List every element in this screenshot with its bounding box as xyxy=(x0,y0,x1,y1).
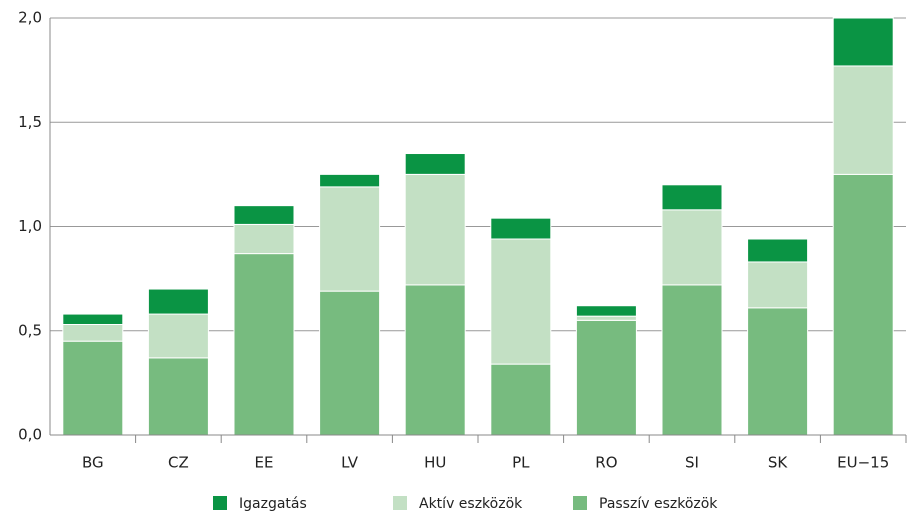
x-tick-label: LV xyxy=(341,454,359,472)
bar-segment xyxy=(319,290,381,436)
x-tick-label: EU−15 xyxy=(837,454,889,472)
legend-swatch xyxy=(573,496,587,510)
x-tick-label: PL xyxy=(512,454,530,472)
bar-segment xyxy=(575,319,637,436)
bar-segment xyxy=(62,323,124,342)
bar-segment xyxy=(832,173,894,436)
bar-segment xyxy=(233,223,295,255)
legend-label: Aktív eszközök xyxy=(419,496,523,512)
legend-swatch xyxy=(393,496,407,510)
legend-label: Igazgatás xyxy=(239,496,307,512)
bar-segment xyxy=(404,153,466,175)
bar-segment xyxy=(832,17,894,67)
legend-label: Passzív eszközök xyxy=(599,496,718,512)
bar-segment xyxy=(661,209,723,286)
bar-segment xyxy=(747,261,809,309)
bar-segment xyxy=(319,173,381,188)
y-tick-label: 2,0 xyxy=(18,9,42,27)
bar-segment xyxy=(575,305,637,317)
bar-segment xyxy=(62,313,124,325)
x-tick-label: BG xyxy=(82,454,104,472)
bar-segment xyxy=(490,238,552,365)
bar-segment xyxy=(147,288,209,315)
x-tick-label: SK xyxy=(768,454,789,472)
x-tick-label: RO xyxy=(595,454,617,472)
bar-segment xyxy=(747,238,809,263)
y-tick-label: 1,5 xyxy=(18,113,42,131)
bar-segment xyxy=(147,313,209,359)
legend-swatch xyxy=(213,496,227,510)
bar-segment xyxy=(490,217,552,240)
bar-segment xyxy=(233,253,295,436)
x-tick-label: CZ xyxy=(168,454,189,472)
y-tick-label: 0,5 xyxy=(18,321,42,339)
bar-segment xyxy=(832,65,894,175)
bar-segment xyxy=(404,173,466,286)
bar-segment xyxy=(319,186,381,292)
bar-segment xyxy=(233,205,295,225)
bar-segment xyxy=(490,363,552,436)
bar-segment xyxy=(747,307,809,436)
bar-segment xyxy=(62,340,124,436)
x-tick-label: HU xyxy=(424,454,446,472)
y-tick-label: 0,0 xyxy=(18,426,42,444)
x-tick-label: SI xyxy=(685,454,699,472)
bar-segment xyxy=(661,184,723,211)
bar-segment xyxy=(661,284,723,436)
x-tick-label: EE xyxy=(255,454,274,472)
bar-segment xyxy=(147,357,209,436)
y-tick-label: 1,0 xyxy=(18,217,42,235)
bar-segment xyxy=(575,315,637,321)
bar-segment xyxy=(404,284,466,436)
